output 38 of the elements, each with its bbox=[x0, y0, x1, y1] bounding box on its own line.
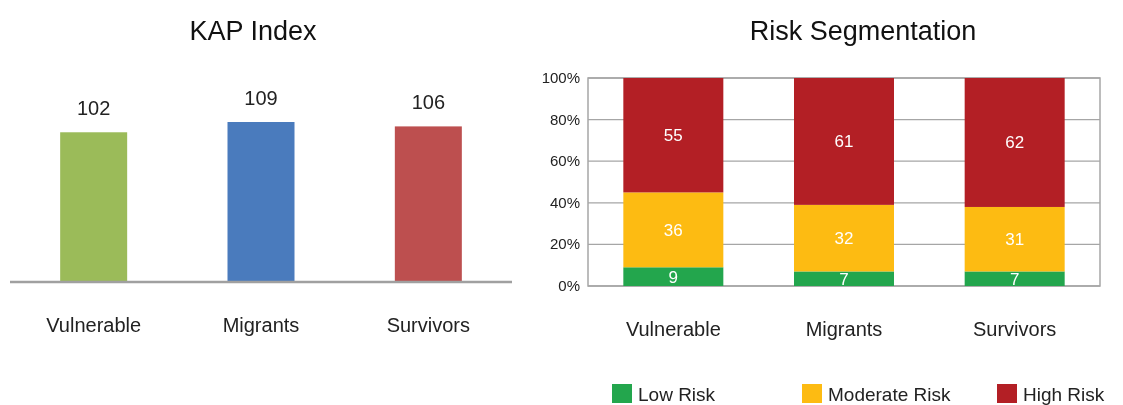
x-tick-label: Migrants bbox=[805, 318, 883, 340]
legend-label: Moderate Risk bbox=[828, 384, 951, 405]
data-label: 55 bbox=[663, 126, 683, 146]
x-tick-label: Survivors bbox=[386, 314, 471, 336]
x-tick-label: Migrants bbox=[222, 314, 300, 336]
y-tick-label: 40% bbox=[549, 193, 580, 211]
x-tick-label: Survivors bbox=[972, 318, 1057, 340]
data-label: 61 bbox=[834, 132, 854, 152]
data-label: 106 bbox=[411, 91, 446, 114]
x-tick-label: Vulnerable bbox=[625, 318, 721, 340]
bar bbox=[623, 78, 724, 193]
bar bbox=[964, 78, 1065, 207]
y-tick-label: 100% bbox=[541, 69, 580, 86]
legend-label: High Risk bbox=[1023, 384, 1105, 405]
y-tick-label: 20% bbox=[549, 235, 580, 253]
bar bbox=[964, 206, 1065, 272]
bar bbox=[623, 192, 724, 268]
y-tick-label: 60% bbox=[549, 152, 580, 170]
chart-title: KAP Index bbox=[189, 16, 318, 46]
data-label: 32 bbox=[834, 229, 854, 249]
chart-title: Risk Segmentation bbox=[749, 16, 977, 46]
data-label: 36 bbox=[663, 220, 683, 240]
bar bbox=[794, 78, 894, 205]
data-label: 102 bbox=[76, 97, 111, 120]
data-label: 31 bbox=[1005, 230, 1025, 250]
bar bbox=[623, 267, 724, 286]
bar bbox=[794, 271, 894, 286]
bar bbox=[964, 271, 1065, 286]
legend-label: Low Risk bbox=[638, 384, 716, 405]
data-label: 7 bbox=[839, 269, 849, 289]
y-tick-label: 80% bbox=[549, 110, 580, 128]
data-label: 109 bbox=[244, 87, 278, 109]
bar bbox=[794, 204, 894, 272]
data-label: 9 bbox=[668, 267, 679, 287]
data-label: 7 bbox=[1009, 269, 1020, 289]
data-label: 62 bbox=[1005, 133, 1025, 153]
y-tick-label: 0% bbox=[558, 277, 580, 294]
x-tick-label: Vulnerable bbox=[46, 314, 142, 336]
